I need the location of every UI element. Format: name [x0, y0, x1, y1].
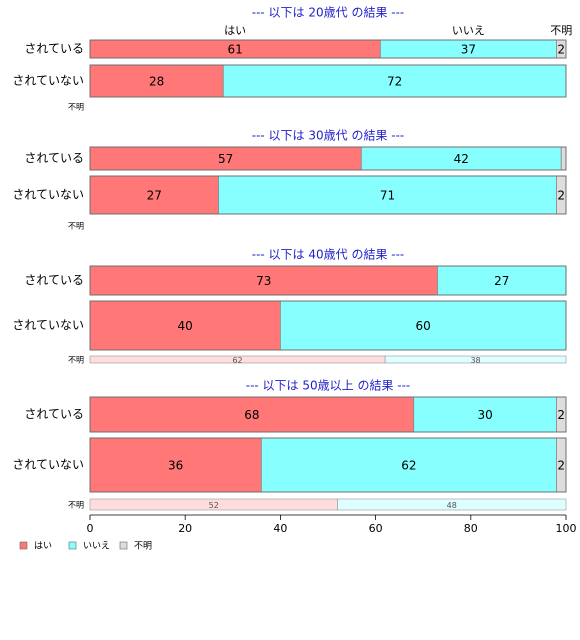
bar-outline-2-1	[89, 300, 567, 351]
data-label-0-0-2: 2	[557, 43, 565, 57]
row-label-3-0: されている	[24, 407, 84, 421]
data-label-0-0-0: 61	[228, 43, 243, 57]
data-label-3-0-0: 68	[244, 408, 259, 422]
header-label-2: 不明	[550, 24, 572, 37]
bar-segment-1-1-1	[218, 175, 557, 215]
x-tick-label-5: 100	[556, 522, 577, 535]
legend-label-1: いいえ	[83, 541, 110, 552]
unknown-data-label-3-1: 48	[447, 501, 457, 510]
row-label-1-1: されていない	[12, 188, 84, 202]
unknown-data-label-2-0: 62	[232, 356, 242, 365]
data-label-0-0-1: 37	[461, 43, 476, 57]
bar-outline-2-0	[89, 265, 567, 296]
legend-label-0: はい	[34, 541, 52, 552]
unknown-segment-3-1	[337, 498, 567, 511]
row-label-0-1: されていない	[12, 74, 84, 88]
data-label-1-1-1: 71	[380, 189, 395, 203]
unknown-data-label-2-1: 38	[470, 356, 480, 365]
data-label-1-1-0: 27	[147, 189, 162, 203]
data-label-0-1-0: 28	[149, 75, 164, 89]
data-label-3-1-0: 36	[168, 459, 183, 473]
x-tick-label-2: 40	[273, 522, 287, 535]
bar-segment-3-1-1	[260, 437, 557, 493]
data-label-0-1-1: 72	[387, 75, 402, 89]
legend-swatch-2	[119, 541, 128, 550]
unknown-label-3: 不明	[68, 501, 84, 510]
panel-title-1: --- 以下は 30歳代 の結果 ---	[252, 129, 405, 143]
panel-title-3: --- 以下は 50歳以上 の結果 ---	[246, 379, 411, 393]
x-tick-label-1: 20	[178, 522, 192, 535]
x-tick-label-0: 0	[87, 522, 94, 535]
unknown-label-2: 不明	[68, 356, 84, 365]
bar-segment-1-0-2	[560, 146, 567, 171]
data-label-1-0-0: 57	[218, 152, 233, 166]
legend-label-2: 不明	[134, 541, 152, 552]
bar-outline-0-1	[89, 64, 567, 98]
panel-title-2: --- 以下は 40歳代 の結果 ---	[252, 248, 405, 262]
unknown-label-0: 不明	[68, 103, 84, 112]
bar-segment-2-1-0	[89, 300, 281, 351]
data-label-3-1-2: 2	[557, 459, 565, 473]
bar-outline-3-0	[89, 396, 567, 433]
row-label-0-0: されている	[24, 42, 84, 56]
data-label-3-1-1: 62	[401, 459, 416, 473]
x-tick-label-4: 80	[464, 522, 478, 535]
unknown-label-1: 不明	[68, 222, 84, 231]
row-label-3-1: されていない	[12, 458, 84, 472]
data-label-1-0-1: 42	[454, 152, 469, 166]
data-label-2-0-0: 73	[256, 274, 271, 288]
data-label-2-1-0: 40	[178, 319, 193, 333]
data-label-1-1-2: 2	[557, 189, 565, 203]
panel-title-0: --- 以下は 20歳代 の結果 ---	[252, 6, 405, 20]
data-label-2-0-1: 27	[494, 274, 509, 288]
bar-outline-1-1	[89, 175, 567, 215]
row-label-1-0: されている	[24, 151, 84, 165]
bar-segment-3-0-0	[89, 396, 415, 433]
bar-outline-0-0	[89, 39, 567, 59]
unknown-segment-2-1	[384, 355, 567, 364]
data-label-3-0-2: 2	[557, 408, 565, 422]
bar-outline-3-1	[89, 437, 567, 493]
header-label-0: はい	[224, 24, 246, 37]
data-label-2-1-1: 60	[416, 319, 431, 333]
bar-segment-3-0-1	[413, 396, 557, 433]
header-label-1: いいえ	[452, 24, 485, 37]
row-label-2-1: されていない	[12, 318, 84, 332]
data-label-3-0-1: 30	[477, 408, 492, 422]
legend-swatch-0	[19, 541, 28, 550]
bar-outline-1-0	[89, 146, 567, 171]
x-tick-label-3: 60	[369, 522, 383, 535]
legend-swatch-1	[68, 541, 77, 550]
bar-segment-2-0-0	[89, 265, 438, 296]
unknown-data-label-3-0: 52	[209, 501, 219, 510]
row-label-2-0: されている	[24, 273, 84, 287]
